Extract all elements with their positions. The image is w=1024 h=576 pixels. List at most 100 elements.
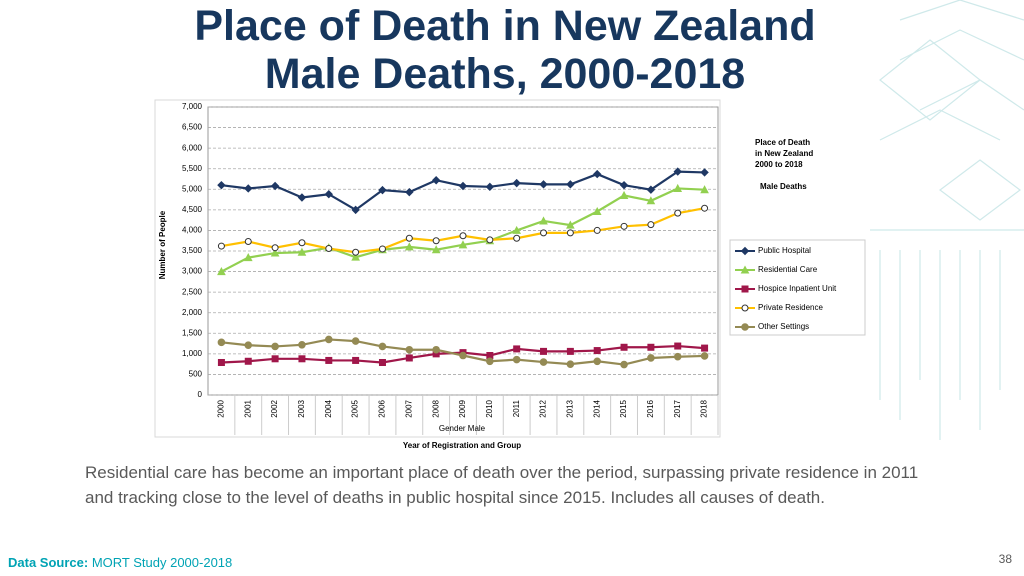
y-tick-label: 7,000 xyxy=(182,102,203,111)
y-tick-label: 3,000 xyxy=(182,267,203,276)
y-tick-label: 1,000 xyxy=(182,349,203,358)
x-tick-label: 2013 xyxy=(565,399,574,417)
legend-label: Hospice Inpatient Unit xyxy=(758,284,837,293)
x-axis-label: Year of Registration and Group xyxy=(403,441,521,450)
marker xyxy=(619,180,629,190)
marker xyxy=(271,355,279,363)
chart-frame xyxy=(154,99,721,438)
marker xyxy=(217,267,226,276)
marker xyxy=(378,185,387,195)
series-line xyxy=(221,170,705,212)
marker xyxy=(512,178,521,188)
annotation: Male Deaths xyxy=(760,182,807,191)
marker xyxy=(297,247,307,256)
marker xyxy=(619,190,629,199)
marker xyxy=(405,234,413,242)
marker xyxy=(700,168,709,177)
y-tick-label: 5,500 xyxy=(182,164,203,173)
y-tick-label: 500 xyxy=(189,370,203,379)
marker xyxy=(647,221,655,229)
marker xyxy=(566,229,574,237)
marker xyxy=(271,342,279,351)
marker xyxy=(566,180,575,189)
marker xyxy=(432,345,440,354)
marker xyxy=(431,245,441,254)
y-axis-label: Number of People xyxy=(158,210,167,279)
marker xyxy=(539,180,548,189)
legend-marker xyxy=(741,285,749,293)
marker xyxy=(217,180,226,190)
marker xyxy=(566,220,575,229)
y-tick-label: 4,000 xyxy=(182,226,203,235)
marker xyxy=(620,343,628,351)
marker xyxy=(486,236,494,244)
marker xyxy=(378,245,386,253)
y-tick-label: 5,000 xyxy=(182,184,203,193)
x-tick-label: 2018 xyxy=(700,399,709,417)
x-axis-label: Gender Male xyxy=(439,424,486,433)
source: Data Source: MORT Study 2000-2018 xyxy=(8,555,232,570)
x-tick-label: 2008 xyxy=(431,399,440,417)
marker xyxy=(405,354,413,362)
marker xyxy=(485,182,495,192)
marker xyxy=(539,358,548,366)
y-tick-label: 3,500 xyxy=(182,246,203,255)
marker xyxy=(351,205,360,215)
marker xyxy=(404,242,414,251)
marker xyxy=(298,239,306,247)
y-tick-label: 1,500 xyxy=(182,328,203,337)
marker xyxy=(405,187,414,197)
marker xyxy=(566,360,575,368)
annotation: 2000 to 2018 xyxy=(755,160,803,169)
marker xyxy=(540,347,548,355)
marker xyxy=(458,240,468,249)
page-number: 38 xyxy=(998,552,1012,566)
caption: Residential care has become an important… xyxy=(85,463,919,507)
annotation: in New Zealand xyxy=(755,149,813,158)
marker xyxy=(351,252,360,261)
marker xyxy=(271,244,279,252)
marker xyxy=(513,234,521,242)
marker xyxy=(620,360,628,369)
x-tick-label: 2006 xyxy=(378,399,387,417)
marker xyxy=(592,206,602,216)
y-tick-label: 4,500 xyxy=(182,205,203,214)
x-tick-label: 2012 xyxy=(539,399,548,417)
marker xyxy=(405,345,414,354)
marker xyxy=(512,225,522,234)
marker xyxy=(270,181,280,191)
legend-marker xyxy=(740,246,750,256)
marker xyxy=(325,356,333,364)
marker xyxy=(217,338,226,347)
marker xyxy=(673,167,682,176)
marker xyxy=(244,357,252,365)
marker xyxy=(646,196,656,205)
marker xyxy=(593,226,601,234)
x-tick-label: 2015 xyxy=(619,399,628,417)
x-tick-label: 2001 xyxy=(243,399,252,417)
y-tick-label: 2,000 xyxy=(182,308,203,317)
x-tick-label: 2010 xyxy=(485,399,494,417)
legend-label: Public Hospital xyxy=(758,246,811,255)
y-tick-label: 2,500 xyxy=(182,287,203,296)
title: Male Deaths, 2000-2018 xyxy=(264,50,746,98)
marker xyxy=(352,356,360,364)
marker xyxy=(378,342,387,351)
marker xyxy=(244,238,252,246)
marker xyxy=(217,242,225,250)
marker xyxy=(378,358,386,366)
x-tick-label: 2004 xyxy=(324,399,333,417)
marker xyxy=(297,193,307,202)
marker xyxy=(593,169,602,179)
marker xyxy=(674,209,682,217)
marker xyxy=(566,347,574,355)
marker xyxy=(324,190,333,199)
marker xyxy=(459,232,467,240)
marker xyxy=(324,335,333,344)
x-tick-label: 2005 xyxy=(351,399,360,417)
marker xyxy=(701,344,709,352)
x-tick-label: 2003 xyxy=(297,399,306,417)
legend-marker xyxy=(741,304,749,312)
annotation: Place of Death xyxy=(755,138,810,147)
